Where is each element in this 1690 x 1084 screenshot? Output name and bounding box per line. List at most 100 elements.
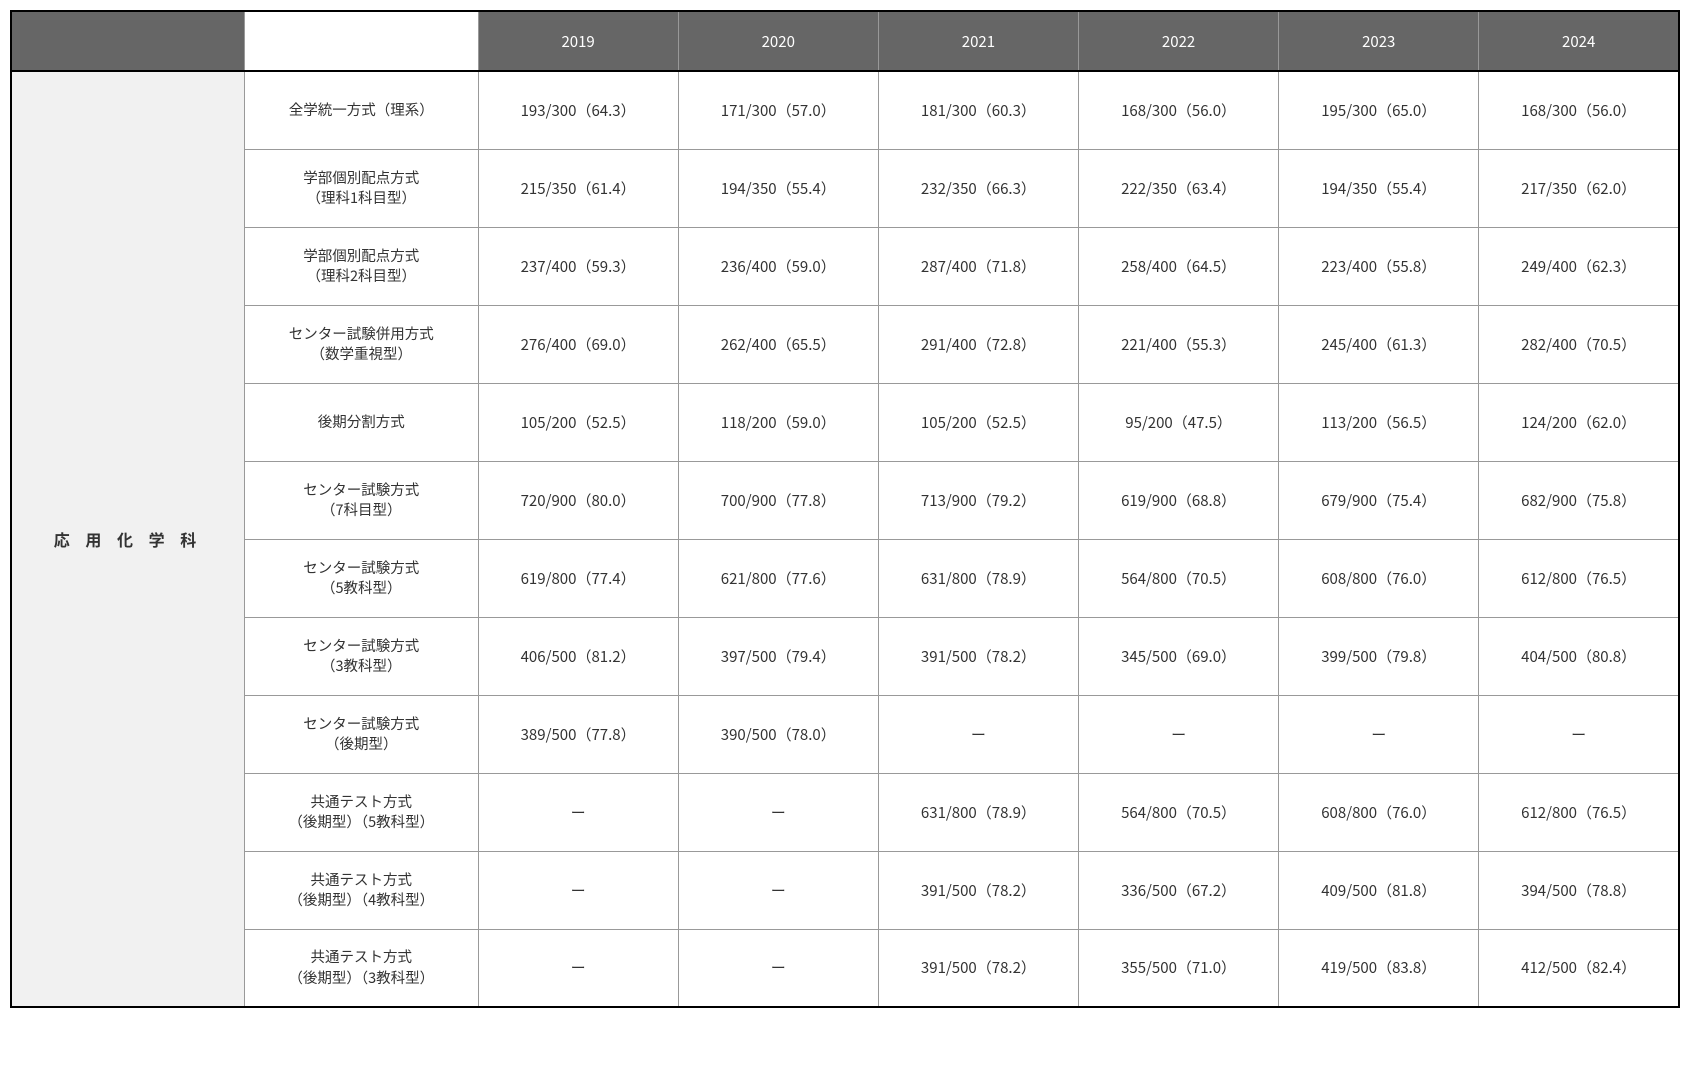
method-cell: センター試験方式（後期型） <box>245 695 479 773</box>
value-cell: ー <box>1479 695 1679 773</box>
value-cell: 391/500（78.2） <box>878 617 1078 695</box>
method-cell: センター試験方式（3教科型） <box>245 617 479 695</box>
value-cell: 608/800（76.0） <box>1279 539 1479 617</box>
value-cell: ー <box>1079 695 1279 773</box>
value-cell: 720/900（80.0） <box>478 461 678 539</box>
value-cell: 249/400（62.3） <box>1479 227 1679 305</box>
method-cell: 共通テスト方式（後期型）（3教科型） <box>245 929 479 1007</box>
table-row: センター試験方式（7科目型）720/900（80.0）700/900（77.8）… <box>11 461 1679 539</box>
header-dept-blank <box>11 11 245 71</box>
value-cell: 217/350（62.0） <box>1479 149 1679 227</box>
header-year: 2024 <box>1479 11 1679 71</box>
value-cell: 409/500（81.8） <box>1279 851 1479 929</box>
table-row: 学部個別配点方式（理科2科目型）237/400（59.3）236/400（59.… <box>11 227 1679 305</box>
value-cell: ー <box>678 773 878 851</box>
value-cell: 612/800（76.5） <box>1479 539 1679 617</box>
value-cell: 404/500（80.8） <box>1479 617 1679 695</box>
value-cell: 608/800（76.0） <box>1279 773 1479 851</box>
value-cell: 679/900（75.4） <box>1279 461 1479 539</box>
value-cell: 419/500（83.8） <box>1279 929 1479 1007</box>
value-cell: 397/500（79.4） <box>678 617 878 695</box>
value-cell: 287/400（71.8） <box>878 227 1078 305</box>
value-cell: 291/400（72.8） <box>878 305 1078 383</box>
table-row: センター試験併用方式（数学重視型）276/400（69.0）262/400（65… <box>11 305 1679 383</box>
value-cell: ー <box>678 929 878 1007</box>
value-cell: 223/400（55.8） <box>1279 227 1479 305</box>
table-row: 応 用 化 学 科全学統一方式（理系）193/300（64.3）171/300（… <box>11 71 1679 149</box>
method-cell: 学部個別配点方式（理科2科目型） <box>245 227 479 305</box>
value-cell: 713/900（79.2） <box>878 461 1078 539</box>
value-cell: 389/500（77.8） <box>478 695 678 773</box>
value-cell: ー <box>478 929 678 1007</box>
table-row: センター試験方式（5教科型）619/800（77.4）621/800（77.6）… <box>11 539 1679 617</box>
value-cell: 631/800（78.9） <box>878 773 1078 851</box>
value-cell: 390/500（78.0） <box>678 695 878 773</box>
method-cell: センター試験方式（5教科型） <box>245 539 479 617</box>
value-cell: 612/800（76.5） <box>1479 773 1679 851</box>
value-cell: 118/200（59.0） <box>678 383 878 461</box>
value-cell: 619/900（68.8） <box>1079 461 1279 539</box>
value-cell: 391/500（78.2） <box>878 851 1078 929</box>
value-cell: 195/300（65.0） <box>1279 71 1479 149</box>
score-table: 2019 2020 2021 2022 2023 2024 応 用 化 学 科全… <box>10 10 1680 1008</box>
value-cell: 194/350（55.4） <box>1279 149 1479 227</box>
method-cell: センター試験方式（7科目型） <box>245 461 479 539</box>
value-cell: 237/400（59.3） <box>478 227 678 305</box>
value-cell: 406/500（81.2） <box>478 617 678 695</box>
value-cell: 215/350（61.4） <box>478 149 678 227</box>
value-cell: 221/400（55.3） <box>1079 305 1279 383</box>
table-row: センター試験方式（3教科型）406/500（81.2）397/500（79.4）… <box>11 617 1679 695</box>
table-row: 学部個別配点方式（理科1科目型）215/350（61.4）194/350（55.… <box>11 149 1679 227</box>
method-cell: 全学統一方式（理系） <box>245 71 479 149</box>
header-year: 2022 <box>1079 11 1279 71</box>
value-cell: 700/900（77.8） <box>678 461 878 539</box>
value-cell: 168/300（56.0） <box>1079 71 1279 149</box>
value-cell: 262/400（65.5） <box>678 305 878 383</box>
value-cell: ー <box>478 851 678 929</box>
value-cell: 399/500（79.8） <box>1279 617 1479 695</box>
value-cell: 124/200（62.0） <box>1479 383 1679 461</box>
header-year: 2023 <box>1279 11 1479 71</box>
department-cell: 応 用 化 学 科 <box>11 71 245 1007</box>
value-cell: 168/300（56.0） <box>1479 71 1679 149</box>
table-row: センター試験方式（後期型）389/500（77.8）390/500（78.0）ー… <box>11 695 1679 773</box>
value-cell: 345/500（69.0） <box>1079 617 1279 695</box>
table-body: 応 用 化 学 科全学統一方式（理系）193/300（64.3）171/300（… <box>11 71 1679 1007</box>
value-cell: 336/500（67.2） <box>1079 851 1279 929</box>
table-row: 共通テスト方式（後期型）（4教科型）ーー391/500（78.2）336/500… <box>11 851 1679 929</box>
table-row: 後期分割方式105/200（52.5）118/200（59.0）105/200（… <box>11 383 1679 461</box>
value-cell: 619/800（77.4） <box>478 539 678 617</box>
header-year: 2020 <box>678 11 878 71</box>
table-row: 共通テスト方式（後期型）（3教科型）ーー391/500（78.2）355/500… <box>11 929 1679 1007</box>
value-cell: ー <box>1279 695 1479 773</box>
value-cell: 258/400（64.5） <box>1079 227 1279 305</box>
header-year: 2021 <box>878 11 1078 71</box>
table-row: 共通テスト方式（後期型）（5教科型）ーー631/800（78.9）564/800… <box>11 773 1679 851</box>
header-method-blank <box>245 11 479 71</box>
value-cell: 193/300（64.3） <box>478 71 678 149</box>
header-row: 2019 2020 2021 2022 2023 2024 <box>11 11 1679 71</box>
value-cell: 222/350（63.4） <box>1079 149 1279 227</box>
value-cell: 105/200（52.5） <box>878 383 1078 461</box>
value-cell: 95/200（47.5） <box>1079 383 1279 461</box>
value-cell: 105/200（52.5） <box>478 383 678 461</box>
value-cell: ー <box>878 695 1078 773</box>
value-cell: 682/900（75.8） <box>1479 461 1679 539</box>
value-cell: 276/400（69.0） <box>478 305 678 383</box>
value-cell: 282/400（70.5） <box>1479 305 1679 383</box>
header-year: 2019 <box>478 11 678 71</box>
value-cell: 355/500（71.0） <box>1079 929 1279 1007</box>
value-cell: 412/500（82.4） <box>1479 929 1679 1007</box>
value-cell: 236/400（59.0） <box>678 227 878 305</box>
value-cell: 394/500（78.8） <box>1479 851 1679 929</box>
value-cell: 113/200（56.5） <box>1279 383 1479 461</box>
value-cell: 564/800（70.5） <box>1079 773 1279 851</box>
method-cell: 後期分割方式 <box>245 383 479 461</box>
method-cell: 共通テスト方式（後期型）（4教科型） <box>245 851 479 929</box>
method-cell: 学部個別配点方式（理科1科目型） <box>245 149 479 227</box>
value-cell: 621/800（77.6） <box>678 539 878 617</box>
value-cell: 194/350（55.4） <box>678 149 878 227</box>
value-cell: 171/300（57.0） <box>678 71 878 149</box>
value-cell: 564/800（70.5） <box>1079 539 1279 617</box>
value-cell: 631/800（78.9） <box>878 539 1078 617</box>
